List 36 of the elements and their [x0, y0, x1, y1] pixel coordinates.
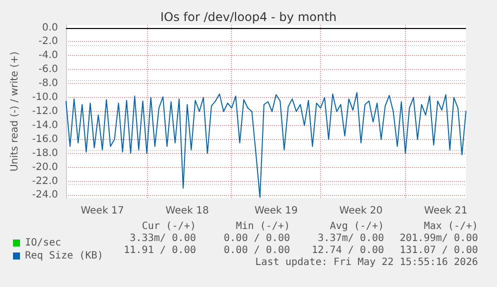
y-tick-label: -14.0: [32, 120, 58, 131]
text: 3.33m/ 0.00: [130, 233, 196, 244]
text: 12.74 / 0.00: [312, 245, 384, 256]
x-tick-label: Week 18: [166, 206, 209, 216]
text: Cur (-/+): [142, 221, 196, 232]
chart-title: IOs for /dev/loop4 - by month: [160, 10, 337, 24]
y-tick-label: -6.0: [38, 64, 58, 76]
y-tick-label: 0.0: [42, 22, 58, 34]
y-tick-label: -8.0: [38, 78, 58, 90]
text: 201.99m/ 0.00: [400, 233, 478, 244]
y-tick-label: -12.0: [32, 106, 58, 117]
y-tick-label: -20.0: [32, 162, 58, 173]
y-tick-label: -22.0: [32, 176, 58, 187]
y-tick-label: -4.0: [38, 50, 58, 62]
legend-label: Req Size (KB): [25, 250, 104, 262]
x-tick-label: Week 17: [80, 206, 124, 216]
text: Last update: Fri May 22 15:55:16 2026: [255, 257, 478, 268]
y-axis-title: Units read (-) / write (+): [10, 51, 20, 172]
y-tick-label: -18.0: [32, 148, 58, 159]
text: 0.00 / 0.00: [224, 245, 290, 256]
text: 0.00 / 0.00: [224, 233, 290, 244]
text: Avg (-/+): [330, 221, 384, 232]
y-tick-label: -10.0: [32, 92, 58, 104]
x-tick-label: Week 21: [424, 206, 468, 216]
y-tick-label: -16.0: [32, 134, 58, 145]
text: 3.37m/ 0.00: [318, 233, 384, 244]
x-tick-label: Week 20: [339, 206, 383, 216]
text: Min (-/+): [236, 221, 290, 232]
y-tick-label: -24.0: [32, 190, 58, 201]
x-tick-label: Week 19: [254, 206, 298, 216]
text: 11.91 / 0.00: [124, 245, 196, 256]
text: Max (-/+): [424, 221, 478, 232]
line-series: [66, 92, 466, 198]
legend-label: IO/sec: [25, 238, 62, 248]
y-tick-label: -2.0: [38, 36, 58, 48]
text: 131.07 / 0.00: [400, 245, 478, 256]
